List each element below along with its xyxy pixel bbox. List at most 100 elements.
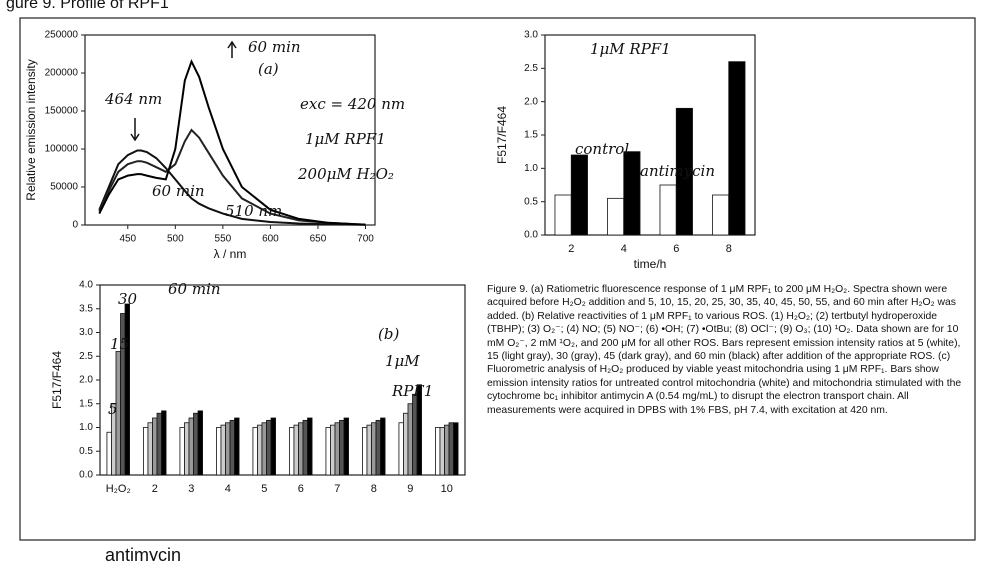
bar: [152, 417, 158, 476]
annotation: 60 min: [152, 182, 205, 200]
x-tick-label: 500: [167, 234, 184, 245]
y-tick-label: 100000: [45, 144, 79, 155]
bar: [366, 424, 372, 476]
x-tick-label: 9: [407, 483, 413, 495]
figure-border: [19, 17, 976, 541]
bar: [380, 417, 386, 476]
y-tick-label: 1.5: [79, 398, 93, 409]
figure-caption: Figure 9. (a) Ratiometric fluorescence r…: [487, 284, 962, 416]
x-tick-label: 8: [726, 243, 732, 255]
x-tick-label: 3: [188, 483, 194, 495]
x-tick-label: 10: [441, 483, 453, 495]
bar: [675, 107, 693, 236]
page-footer: antimycin: [105, 545, 181, 561]
x-tick-label: 700: [357, 234, 374, 245]
bar: [334, 422, 340, 476]
bar: [728, 61, 746, 236]
y-tick-label: 250000: [45, 30, 79, 41]
annotation: 1μM RPF1: [305, 130, 386, 148]
series-label: control: [575, 140, 629, 158]
bar: [407, 403, 413, 476]
x-tick-label: 2: [568, 243, 574, 255]
bar: [435, 427, 441, 476]
bar: [307, 417, 313, 476]
y-tick-label: 1.0: [79, 422, 93, 433]
y-tick-label: 2.5: [524, 63, 538, 74]
spectrum-line: [98, 128, 366, 226]
x-tick-label: 7: [334, 483, 340, 495]
y-tick-label: 0.5: [79, 446, 93, 457]
y-tick-label: 0.5: [524, 196, 538, 207]
bar: [266, 419, 272, 476]
y-tick-label: 3.0: [524, 30, 538, 41]
y-tick-label: 0: [72, 220, 78, 231]
x-tick-label: 600: [262, 234, 279, 245]
bar: [289, 427, 295, 476]
bar: [234, 417, 240, 476]
bar: [106, 431, 112, 476]
y-tick-label: 3.5: [79, 303, 93, 314]
x-tick-label: 650: [310, 234, 327, 245]
annotation: 510 nm: [225, 202, 282, 220]
x-tick-label: 6: [673, 243, 679, 255]
bar: [439, 427, 445, 476]
bar: [147, 422, 153, 476]
bar: [416, 384, 422, 476]
bar: [339, 419, 345, 476]
bar: [554, 194, 572, 236]
bar: [220, 424, 226, 476]
annotation: exc = 420 nm: [300, 95, 405, 113]
bar: [293, 424, 299, 476]
x-tick-label: 4: [225, 483, 231, 495]
bar: [325, 427, 331, 476]
y-tick-label: 50000: [50, 182, 78, 193]
annotation: (a): [258, 60, 279, 78]
annotation: 60 min: [248, 38, 301, 56]
bar: [343, 417, 349, 476]
y-tick-label: 2.5: [79, 351, 93, 362]
bar: [261, 422, 267, 476]
bar: [188, 417, 194, 476]
y-axis-label: F517/F464: [50, 351, 64, 409]
annotation: (b): [378, 325, 399, 343]
x-axis-label: λ / nm: [214, 247, 247, 261]
bar: [197, 410, 203, 476]
y-tick-label: 1.0: [524, 163, 538, 174]
series-label: antimycin: [640, 162, 715, 180]
y-axis-label: Relative emission intensity: [24, 59, 38, 200]
x-tick-label: 5: [261, 483, 267, 495]
x-tick-label: H₂O₂: [106, 483, 131, 495]
annotation: RPF1: [391, 382, 433, 400]
y-tick-label: 150000: [45, 106, 79, 117]
bar: [448, 422, 454, 476]
x-tick-label: 550: [215, 234, 232, 245]
annotation: 1μM: [385, 352, 420, 370]
bar: [225, 422, 231, 476]
bar: [184, 422, 190, 476]
annotation: 200μM H₂O₂: [297, 165, 394, 183]
bar: [371, 422, 377, 476]
annotation: 1μM RPF1: [590, 40, 671, 58]
annotation: 5: [108, 400, 118, 418]
bar: [403, 412, 409, 476]
bar: [252, 427, 258, 476]
bar: [570, 154, 588, 236]
bar: [398, 422, 404, 476]
y-tick-label: 2.0: [79, 375, 93, 386]
arrow-head: [130, 133, 140, 142]
bar: [362, 427, 368, 476]
x-tick-label: 6: [298, 483, 304, 495]
bar: [161, 410, 167, 476]
annotation: 30: [118, 290, 138, 308]
y-tick-label: 2.0: [524, 96, 538, 107]
y-tick-label: 4.0: [79, 280, 93, 291]
annotation: 60 min: [168, 280, 221, 298]
bar: [270, 417, 276, 476]
bar: [179, 427, 185, 476]
bar: [156, 412, 162, 476]
bar: [712, 194, 730, 236]
y-tick-label: 200000: [45, 68, 79, 79]
y-tick-label: 3.0: [79, 327, 93, 338]
